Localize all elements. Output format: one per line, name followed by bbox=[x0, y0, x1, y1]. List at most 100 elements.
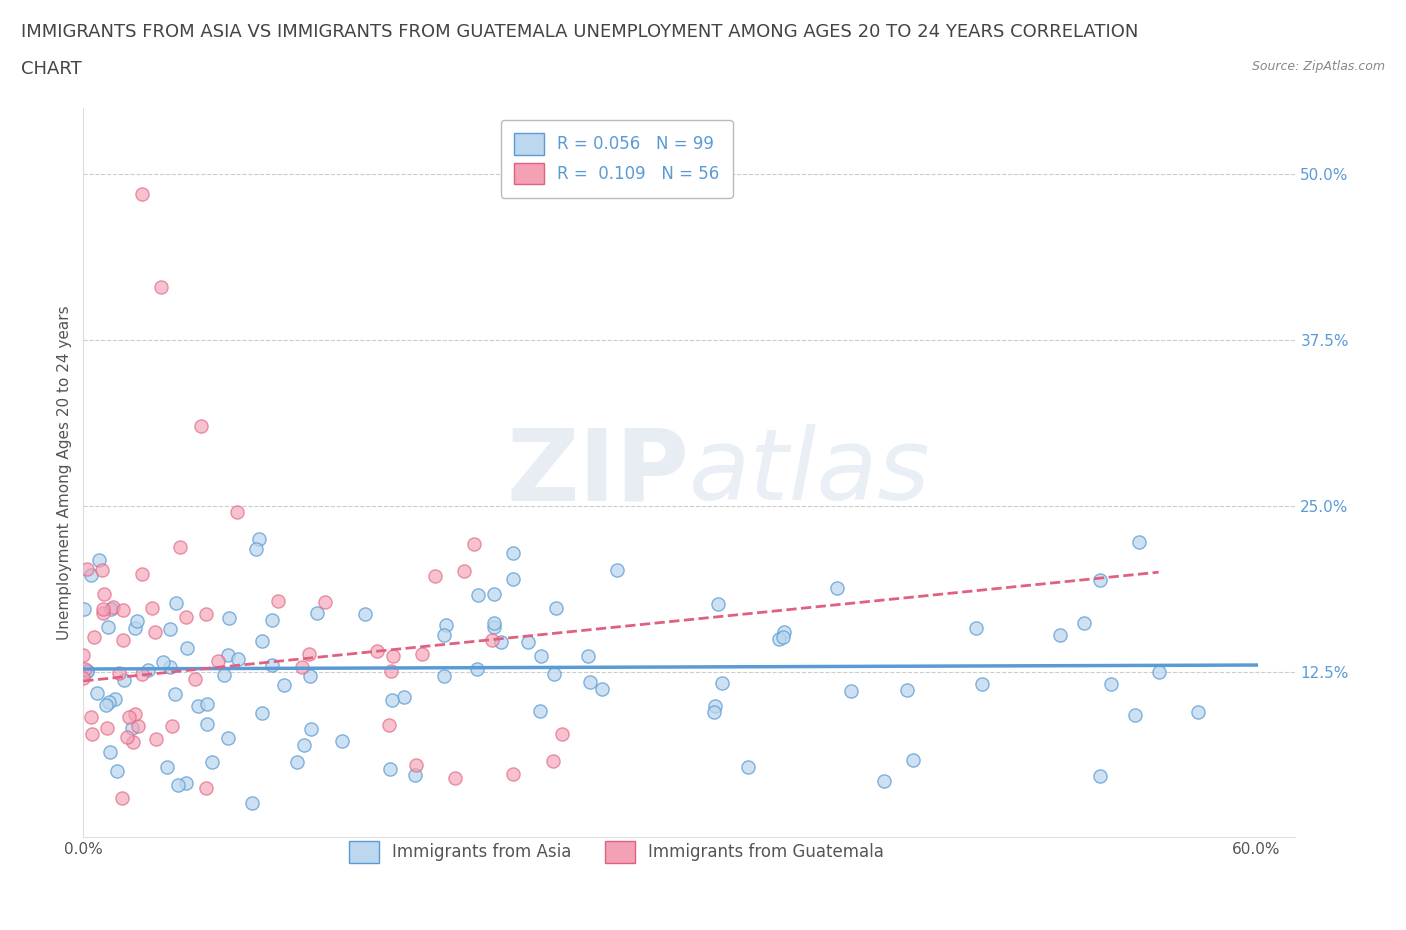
Point bbox=[159, 621, 181, 636]
Point bbox=[423, 568, 446, 583]
Point bbox=[489, 634, 512, 649]
Point bbox=[75, 662, 97, 677]
Point bbox=[260, 612, 283, 627]
Point bbox=[165, 596, 187, 611]
Point bbox=[91, 602, 114, 617]
Point bbox=[93, 586, 115, 601]
Point bbox=[772, 630, 794, 644]
Point bbox=[841, 684, 863, 698]
Point bbox=[433, 669, 456, 684]
Point bbox=[267, 594, 290, 609]
Point bbox=[131, 566, 153, 581]
Point bbox=[591, 682, 613, 697]
Point bbox=[190, 418, 212, 433]
Point bbox=[83, 629, 105, 644]
Point bbox=[87, 552, 110, 567]
Point bbox=[131, 187, 153, 202]
Point bbox=[546, 601, 568, 616]
Point bbox=[377, 717, 399, 732]
Point bbox=[287, 754, 309, 769]
Point bbox=[502, 571, 524, 586]
Point bbox=[299, 669, 322, 684]
Point bbox=[901, 752, 924, 767]
Point bbox=[405, 757, 427, 772]
Point bbox=[768, 631, 790, 646]
Point bbox=[76, 562, 98, 577]
Point bbox=[226, 652, 249, 667]
Point bbox=[112, 673, 135, 688]
Point bbox=[127, 719, 149, 734]
Y-axis label: Unemployment Among Ages 20 to 24 years: Unemployment Among Ages 20 to 24 years bbox=[58, 305, 72, 640]
Point bbox=[72, 671, 94, 685]
Point bbox=[201, 755, 224, 770]
Point bbox=[90, 562, 112, 577]
Point bbox=[97, 619, 120, 634]
Point bbox=[378, 762, 401, 777]
Point bbox=[353, 606, 375, 621]
Point bbox=[159, 659, 181, 674]
Point bbox=[502, 766, 524, 781]
Point bbox=[97, 695, 120, 710]
Point bbox=[443, 770, 465, 785]
Point bbox=[502, 546, 524, 561]
Point bbox=[550, 726, 572, 741]
Text: atlas: atlas bbox=[689, 424, 931, 521]
Point bbox=[131, 667, 153, 682]
Point bbox=[207, 654, 229, 669]
Point bbox=[176, 640, 198, 655]
Point bbox=[1147, 665, 1170, 680]
Point bbox=[212, 668, 235, 683]
Legend: Immigrants from Asia, Immigrants from Guatemala: Immigrants from Asia, Immigrants from Gu… bbox=[342, 834, 891, 870]
Point bbox=[195, 606, 218, 621]
Point bbox=[169, 539, 191, 554]
Point bbox=[482, 616, 505, 631]
Point bbox=[411, 646, 433, 661]
Point bbox=[94, 698, 117, 712]
Point bbox=[873, 774, 896, 789]
Point bbox=[290, 659, 312, 674]
Point bbox=[1088, 768, 1111, 783]
Point bbox=[111, 603, 134, 618]
Point bbox=[381, 692, 404, 707]
Point bbox=[380, 663, 402, 678]
Point bbox=[262, 658, 284, 672]
Point bbox=[167, 777, 190, 792]
Point bbox=[127, 614, 149, 629]
Point bbox=[98, 744, 121, 759]
Point bbox=[124, 707, 146, 722]
Point bbox=[703, 705, 725, 720]
Point bbox=[484, 619, 506, 634]
Point bbox=[965, 620, 987, 635]
Point bbox=[245, 541, 267, 556]
Point bbox=[1099, 676, 1122, 691]
Point bbox=[305, 605, 328, 620]
Point bbox=[156, 760, 179, 775]
Point bbox=[145, 732, 167, 747]
Point bbox=[187, 698, 209, 713]
Point bbox=[481, 632, 503, 647]
Point bbox=[392, 689, 415, 704]
Point bbox=[453, 564, 475, 578]
Point bbox=[433, 627, 456, 642]
Text: Source: ZipAtlas.com: Source: ZipAtlas.com bbox=[1251, 60, 1385, 73]
Point bbox=[330, 734, 353, 749]
Point bbox=[711, 676, 734, 691]
Point bbox=[467, 588, 489, 603]
Point bbox=[195, 716, 218, 731]
Point bbox=[1073, 616, 1095, 631]
Point bbox=[197, 697, 219, 711]
Point bbox=[772, 624, 794, 639]
Point bbox=[136, 662, 159, 677]
Point bbox=[247, 532, 270, 547]
Point bbox=[96, 721, 118, 736]
Text: CHART: CHART bbox=[21, 60, 82, 78]
Point bbox=[160, 719, 183, 734]
Point bbox=[1128, 535, 1150, 550]
Point bbox=[382, 649, 405, 664]
Point bbox=[121, 721, 143, 736]
Point bbox=[104, 692, 127, 707]
Point bbox=[79, 710, 101, 724]
Point bbox=[1088, 572, 1111, 587]
Point bbox=[91, 605, 114, 620]
Point bbox=[143, 624, 166, 639]
